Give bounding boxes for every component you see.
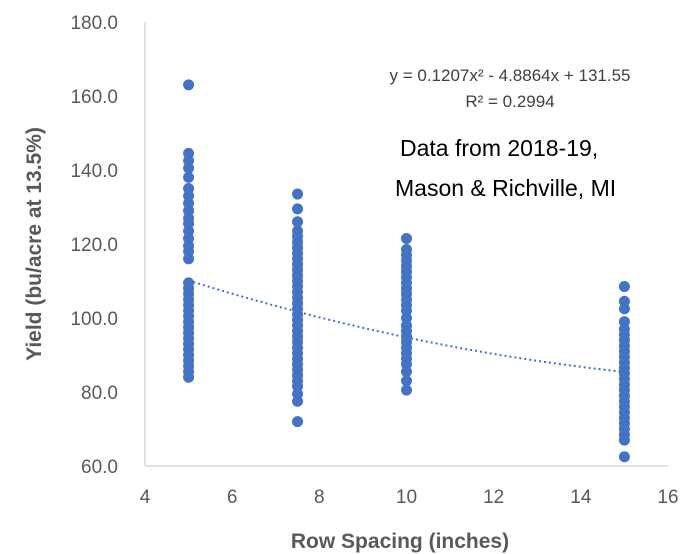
x-tick-label: 14	[570, 487, 592, 508]
y-tick-label: 100.0	[70, 309, 118, 330]
data-point	[292, 395, 304, 407]
y-tick-label: 80.0	[81, 383, 118, 404]
x-tick-label: 16	[657, 487, 678, 508]
y-tick-label: 180.0	[70, 13, 118, 34]
y-tick-label: 60.0	[81, 457, 118, 478]
data-point	[183, 79, 195, 91]
data-point	[401, 384, 412, 396]
x-tick-label: 4	[140, 487, 151, 508]
annotation-line-2: Mason & Richville, MI	[395, 175, 616, 201]
data-point	[183, 371, 195, 383]
data-point	[183, 253, 195, 265]
x-axis-title: Row Spacing (inches)	[291, 530, 509, 553]
x-tick-label: 12	[483, 487, 504, 508]
data-point	[183, 171, 195, 183]
x-tick-labels: 4 6 8 10 12 14 16	[140, 487, 679, 508]
data-point	[183, 162, 195, 174]
data-point	[618, 434, 630, 446]
annotation-line-1: Data from 2018-19,	[400, 135, 598, 161]
trendline-equation: y = 0.1207x² - 4.8864x + 131.55	[389, 66, 630, 85]
y-tick-labels: 60.0 80.0 100.0 120.0 140.0 160.0 180.0	[70, 13, 118, 478]
y-axis-title: Yield (bu/acre at 13.5%)	[23, 127, 46, 361]
y-tick-label: 140.0	[70, 161, 118, 182]
x-tick-label: 10	[396, 487, 417, 508]
data-points	[183, 79, 630, 463]
y-tick-label: 160.0	[70, 87, 118, 108]
data-point	[292, 203, 304, 215]
data-point	[401, 232, 412, 244]
polynomial-trendline	[188, 279, 625, 373]
data-point	[401, 375, 412, 387]
data-point	[618, 281, 630, 293]
data-point	[401, 366, 412, 378]
data-point	[618, 303, 630, 315]
trendline-r-squared: R² = 0.2994	[465, 92, 554, 111]
x-tick-label: 8	[314, 487, 325, 508]
data-point	[618, 451, 630, 463]
data-point	[292, 188, 304, 200]
x-tick-label: 6	[227, 487, 238, 508]
y-tick-label: 120.0	[70, 235, 118, 256]
data-point	[292, 416, 304, 428]
data-point	[292, 216, 304, 228]
